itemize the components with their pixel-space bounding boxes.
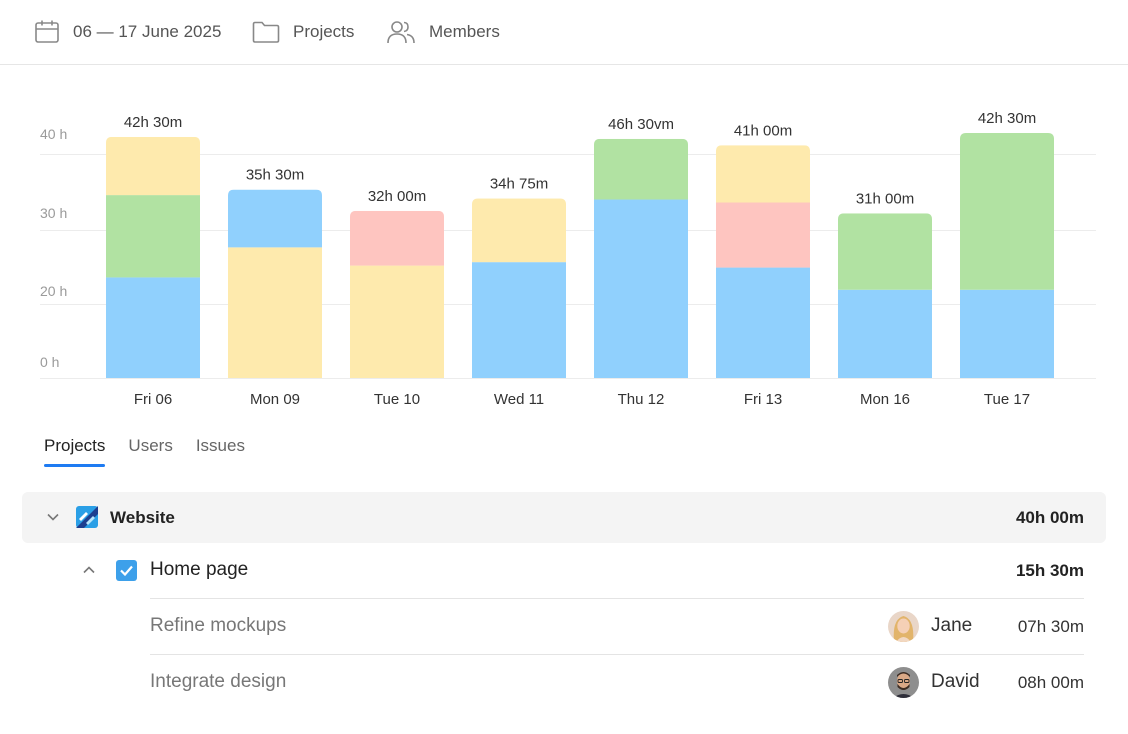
bar-segment[interactable]: [472, 262, 566, 378]
checkmark-icon: [120, 565, 133, 577]
chart-canvas: 0 h 20 h 30 h 40 h 42h 30m Fri 06 35h 30m Mon 0…: [40, 110, 1096, 408]
bar-total-label: 34h 75m: [490, 176, 548, 193]
bar-segment[interactable]: [716, 267, 810, 378]
bar-segment[interactable]: [960, 132, 1054, 290]
bar-segment[interactable]: [960, 289, 1054, 378]
bar-group[interactable]: 42h 30m Tue 17: [960, 110, 1054, 408]
task-time: 07h 30m: [1017, 617, 1084, 636]
subproject-checkbox[interactable]: [116, 560, 137, 581]
tab-projects[interactable]: Projects: [44, 436, 106, 467]
bar-total-label: 31h 00m: [856, 190, 914, 207]
members-icon: [386, 19, 416, 45]
bar-total-label: 32h 00m: [368, 188, 426, 205]
bar-segment[interactable]: [594, 199, 688, 378]
calendar-icon: [34, 19, 60, 45]
row-divider: [150, 654, 1084, 655]
bar-segment[interactable]: [350, 210, 444, 266]
y-tick-label: 20 h: [40, 283, 67, 299]
jane-avatar: [888, 611, 919, 642]
subproject-row[interactable]: Home page 15h 30m: [0, 543, 1128, 599]
task-name: Integrate design: [150, 671, 287, 692]
bar-segment[interactable]: [716, 145, 810, 203]
bar-segment[interactable]: [472, 198, 566, 263]
project-name: Website: [110, 508, 175, 527]
bar-total-label: 41h 00m: [734, 122, 792, 139]
bar-group[interactable]: 41h 00m Fri 13: [716, 122, 810, 408]
y-tick-label: 0 h: [40, 354, 59, 370]
y-tick-label: 30 h: [40, 205, 67, 221]
website-project-icon: [76, 506, 98, 528]
project-total: 40h 00m: [1015, 508, 1084, 527]
bar-segment[interactable]: [716, 202, 810, 268]
bar-segment[interactable]: [106, 195, 200, 278]
x-tick-label: Fri 13: [744, 391, 782, 408]
tab-issues[interactable]: Issues: [195, 436, 245, 455]
task-row[interactable]: Integrate design David 08h 00m: [0, 655, 1128, 711]
x-tick-label: Mon 09: [250, 391, 300, 408]
bar-group[interactable]: 35h 30m Mon 09: [228, 167, 322, 408]
subproject-total: 15h 30m: [1015, 561, 1084, 580]
date-range-filter[interactable]: 06 — 17 June 2025: [34, 18, 221, 46]
bar-total-label: 35h 30m: [246, 167, 304, 184]
time-chart: 0 h 20 h 30 h 40 h 42h 30m Fri 06 35h 30m Mon 0…: [0, 66, 1128, 416]
bar-group[interactable]: 31h 00m Mon 16: [838, 190, 932, 408]
bar-group[interactable]: 46h 30vm Thu 12: [594, 116, 688, 408]
bar-group[interactable]: 34h 75m Wed 11: [472, 176, 566, 408]
chevron-down-icon[interactable]: [46, 510, 60, 524]
members-filter-label: Members: [429, 22, 500, 41]
x-tick-label: Wed 11: [494, 391, 544, 408]
task-name: Refine mockups: [150, 615, 287, 636]
bar-group[interactable]: 42h 30m Fri 06: [106, 114, 200, 408]
bar-segment[interactable]: [838, 213, 932, 290]
x-tick-label: Tue 10: [374, 391, 420, 408]
bar-total-label: 46h 30vm: [608, 116, 674, 133]
x-tick-label: Thu 12: [618, 391, 665, 408]
bar-segment[interactable]: [838, 289, 932, 378]
bar-segment[interactable]: [228, 189, 322, 248]
david-avatar: [888, 667, 919, 698]
subproject-name: Home page: [150, 559, 249, 580]
x-tick-label: Mon 16: [860, 391, 910, 408]
tab-users[interactable]: Users: [128, 436, 173, 455]
bar-total-label: 42h 30m: [978, 110, 1036, 127]
date-range-label: 06 — 17 June 2025: [73, 22, 222, 41]
task-row[interactable]: Refine mockups Jane 07h 30m: [0, 599, 1128, 655]
chevron-up-icon[interactable]: [82, 563, 96, 577]
members-filter[interactable]: Members: [386, 18, 500, 46]
bar-segment[interactable]: [228, 247, 322, 378]
folder-icon: [252, 20, 280, 44]
task-user: David: [931, 671, 980, 692]
bar-segment[interactable]: [350, 265, 444, 378]
y-tick-label: 40 h: [40, 126, 67, 142]
row-divider: [150, 598, 1084, 599]
bar-total-label: 42h 30m: [124, 114, 182, 131]
projects-filter-label: Projects: [293, 22, 355, 41]
filter-bar: 06 — 17 June 2025 Projects Members: [0, 0, 1128, 65]
task-time: 08h 00m: [1017, 673, 1084, 692]
task-user: Jane: [931, 615, 973, 636]
x-tick-label: Tue 17: [984, 391, 1030, 408]
view-tabs: Projects Users Issues: [44, 436, 268, 467]
bar-segment[interactable]: [106, 136, 200, 196]
project-row[interactable]: Website 40h 00m: [22, 492, 1106, 543]
x-tick-label: Fri 06: [134, 391, 172, 408]
bar-segment[interactable]: [106, 277, 200, 378]
bar-segment[interactable]: [594, 138, 688, 200]
bar-group[interactable]: 32h 00m Tue 10: [350, 188, 444, 408]
projects-filter[interactable]: Projects: [252, 18, 354, 46]
